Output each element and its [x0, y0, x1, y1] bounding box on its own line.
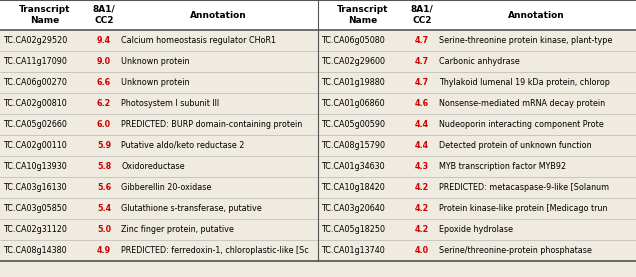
- Text: 6.0: 6.0: [97, 120, 111, 129]
- Text: Carbonic anhydrase: Carbonic anhydrase: [439, 57, 520, 66]
- Text: TC.CA01g13740: TC.CA01g13740: [321, 246, 385, 255]
- Text: 8A1/
CC2: 8A1/ CC2: [411, 5, 433, 25]
- Text: Transcript
Name: Transcript Name: [19, 5, 71, 25]
- Text: Annotation: Annotation: [190, 11, 246, 19]
- Text: Detected protein of unknown function: Detected protein of unknown function: [439, 141, 591, 150]
- Text: TC.CA03g16130: TC.CA03g16130: [3, 183, 67, 192]
- Text: Epoxide hydrolase: Epoxide hydrolase: [439, 225, 513, 234]
- Text: TC.CA02g29520: TC.CA02g29520: [3, 36, 67, 45]
- Text: Unknown protein: Unknown protein: [121, 57, 190, 66]
- Text: Nudeoporin interacting component Prote: Nudeoporin interacting component Prote: [439, 120, 604, 129]
- Text: TC.CA11g17090: TC.CA11g17090: [3, 57, 67, 66]
- Text: TC.CA05g18250: TC.CA05g18250: [321, 225, 385, 234]
- Text: TC.CA01g34630: TC.CA01g34630: [321, 162, 385, 171]
- Text: TC.CA06g00270: TC.CA06g00270: [3, 78, 67, 87]
- Text: 4.0: 4.0: [415, 246, 429, 255]
- Text: TC.CA02g00810: TC.CA02g00810: [3, 99, 67, 108]
- Bar: [0, 0, 636, 30]
- Text: TC.CA02g29600: TC.CA02g29600: [321, 57, 385, 66]
- Text: TC.CA03g20640: TC.CA03g20640: [321, 204, 385, 213]
- Text: 4.4: 4.4: [415, 120, 429, 129]
- Text: 6.2: 6.2: [97, 99, 111, 108]
- Text: Serine-threonine protein kinase, plant-type: Serine-threonine protein kinase, plant-t…: [439, 36, 612, 45]
- Text: 4.2: 4.2: [415, 204, 429, 213]
- Text: 5.8: 5.8: [97, 162, 111, 171]
- Text: Zinc finger protein, putative: Zinc finger protein, putative: [121, 225, 234, 234]
- Text: TC.CA08g15790: TC.CA08g15790: [321, 141, 385, 150]
- Text: Protein kinase-like protein [Medicago trun: Protein kinase-like protein [Medicago tr…: [439, 204, 607, 213]
- Text: 8A1/
CC2: 8A1/ CC2: [93, 5, 115, 25]
- Text: 5.0: 5.0: [97, 225, 111, 234]
- Text: 5.4: 5.4: [97, 204, 111, 213]
- Text: 5.9: 5.9: [97, 141, 111, 150]
- Text: TC.CA02g00110: TC.CA02g00110: [3, 141, 67, 150]
- Text: Annotation: Annotation: [508, 11, 564, 19]
- Text: 5.6: 5.6: [97, 183, 111, 192]
- Text: PREDICTED: metacaspase-9-like [Solanum: PREDICTED: metacaspase-9-like [Solanum: [439, 183, 609, 192]
- Text: 4.7: 4.7: [415, 57, 429, 66]
- Text: 4.2: 4.2: [415, 183, 429, 192]
- Text: Serine/threonine-protein phosphatase: Serine/threonine-protein phosphatase: [439, 246, 592, 255]
- Text: TC.CA06g05080: TC.CA06g05080: [321, 36, 385, 45]
- Text: TC.CA10g13930: TC.CA10g13930: [3, 162, 67, 171]
- Text: Nonsense-mediated mRNA decay protein: Nonsense-mediated mRNA decay protein: [439, 99, 605, 108]
- Text: 4.9: 4.9: [97, 246, 111, 255]
- Text: TC.CA02g31120: TC.CA02g31120: [3, 225, 67, 234]
- Text: TC.CA03g05850: TC.CA03g05850: [3, 204, 67, 213]
- Text: TC.CA05g02660: TC.CA05g02660: [3, 120, 67, 129]
- Text: MYB transcription factor MYB92: MYB transcription factor MYB92: [439, 162, 566, 171]
- Text: 4.4: 4.4: [415, 141, 429, 150]
- Text: 4.6: 4.6: [415, 99, 429, 108]
- Text: 4.2: 4.2: [415, 225, 429, 234]
- Text: Transcript
Name: Transcript Name: [337, 5, 389, 25]
- Text: PREDICTED: ferredoxin-1, chloroplastic-like [Sc: PREDICTED: ferredoxin-1, chloroplastic-l…: [121, 246, 308, 255]
- Text: 4.7: 4.7: [415, 36, 429, 45]
- Text: TC.CA08g14380: TC.CA08g14380: [3, 246, 67, 255]
- Text: TC.CA01g06860: TC.CA01g06860: [321, 99, 385, 108]
- Text: 9.0: 9.0: [97, 57, 111, 66]
- Text: Glutathione s-transferase, putative: Glutathione s-transferase, putative: [121, 204, 262, 213]
- Text: 6.6: 6.6: [97, 78, 111, 87]
- Text: 4.3: 4.3: [415, 162, 429, 171]
- Text: Thylakoid lumenal 19 kDa protein, chlorop: Thylakoid lumenal 19 kDa protein, chloro…: [439, 78, 610, 87]
- Text: Putative aldo/keto reductase 2: Putative aldo/keto reductase 2: [121, 141, 244, 150]
- Text: 9.4: 9.4: [97, 36, 111, 45]
- Text: TC.CA01g19880: TC.CA01g19880: [321, 78, 385, 87]
- Text: TC.CA05g00590: TC.CA05g00590: [321, 120, 385, 129]
- Text: 4.7: 4.7: [415, 78, 429, 87]
- Text: Photosystem I subunit III: Photosystem I subunit III: [121, 99, 219, 108]
- Text: Oxidoreductase: Oxidoreductase: [121, 162, 184, 171]
- Text: Unknown protein: Unknown protein: [121, 78, 190, 87]
- Text: Calcium homeostasis regulator CHoR1: Calcium homeostasis regulator CHoR1: [121, 36, 276, 45]
- Text: TC.CA10g18420: TC.CA10g18420: [321, 183, 385, 192]
- Text: Gibberellin 20-oxidase: Gibberellin 20-oxidase: [121, 183, 211, 192]
- Text: PREDICTED: BURP domain-containing protein: PREDICTED: BURP domain-containing protei…: [121, 120, 302, 129]
